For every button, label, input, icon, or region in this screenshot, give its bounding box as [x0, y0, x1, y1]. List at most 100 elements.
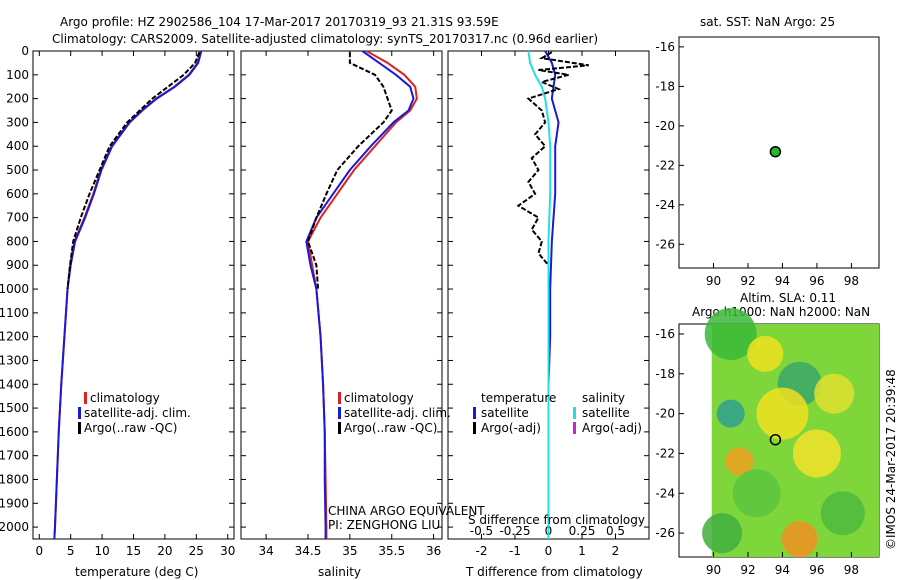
credit-text: ©IMOS 24-Mar-2017 20:39:48 — [884, 369, 898, 550]
series-line — [305, 50, 415, 539]
x-tick-label: 96 — [809, 563, 824, 577]
annotation-institution: CHINA ARGO EQUIVALENT — [328, 504, 485, 518]
y-tick-label: -18 — [655, 79, 675, 93]
legend-label: Argo(..raw -QC) — [344, 421, 437, 435]
temperature-panel — [32, 50, 235, 540]
y-tick-label: 900 — [6, 258, 29, 272]
temperature-xlabel: temperature (deg C) — [75, 565, 198, 579]
legend-swatch-satellite-t — [473, 407, 476, 419]
x-tick-label: 94 — [775, 563, 790, 577]
legend-swatch-satellite-s — [573, 407, 576, 419]
y-tick-label: -16 — [655, 327, 675, 341]
x-tick-label: 92 — [740, 274, 755, 288]
x-tick-label: 98 — [844, 563, 859, 577]
x-tick-label: 92 — [740, 563, 755, 577]
y-tick-label: 1900 — [0, 496, 29, 510]
x-top-tick-label: 0.5 — [606, 524, 625, 538]
sla-blob — [702, 513, 743, 554]
x-tick-label: 90 — [706, 274, 721, 288]
legend-label: satellite-adj. clim. — [84, 406, 191, 420]
x-top-tick-label: 0.25 — [569, 524, 596, 538]
y-tick-label: 700 — [6, 211, 29, 225]
legend-heading-temperature: temperature — [481, 391, 556, 405]
y-tick-label: 1400 — [0, 377, 29, 391]
x-tick-label: 98 — [844, 274, 859, 288]
sla-map-title-line1: Altim. SLA: 0.11 — [740, 291, 836, 305]
salinity-panel — [240, 50, 443, 540]
legend-label: climatology — [90, 391, 160, 405]
x-tick-label: 5 — [67, 544, 75, 558]
y-tick-label: 0 — [21, 44, 29, 58]
x-tick-label: -1 — [509, 544, 521, 558]
legend-swatch-climatology — [338, 392, 341, 404]
sla-blob — [781, 521, 818, 558]
y-tick-label: -26 — [655, 526, 675, 540]
x-tick-label: -2 — [476, 544, 488, 558]
legend-swatch-argo-s — [573, 422, 576, 434]
y-tick-label: 1300 — [0, 353, 29, 367]
difference-xlabel-top: S difference from climatology — [468, 513, 645, 527]
y-tick-label: 1100 — [0, 306, 29, 320]
legend-heading-salinity: salinity — [582, 391, 625, 405]
sla-blob — [732, 469, 781, 518]
y-tick-label: 800 — [6, 234, 29, 248]
y-tick-label: 1200 — [0, 330, 29, 344]
y-tick-label: 1800 — [0, 472, 29, 486]
x-tick-label: 34 — [258, 544, 273, 558]
sla-blob — [756, 387, 809, 440]
x-top-tick-label: -0.25 — [499, 524, 530, 538]
legend-swatch-satellite — [78, 407, 81, 419]
y-tick-label: -20 — [655, 119, 675, 133]
legend-swatch-argo — [338, 422, 341, 434]
legend-label: satellite — [481, 406, 529, 420]
sla-blob — [704, 307, 757, 360]
sla-blob — [820, 491, 865, 536]
legend-swatch-satellite — [338, 407, 341, 419]
y-tick-label: 300 — [6, 115, 29, 129]
temperature-legend: climatology satellite-adj. clim. Argo(..… — [78, 391, 191, 435]
difference-plot: -2 -1 0 1 2-0.5 -0.25 0 0.25 0.5 — [448, 50, 649, 558]
sla-blob — [716, 399, 745, 428]
x-tick-label: 20 — [157, 544, 172, 558]
x-tick-label: 10 — [94, 544, 109, 558]
legend-swatch-argo — [78, 422, 81, 434]
legend-label: Argo(-adj) — [582, 421, 642, 435]
y-tick-label: -18 — [655, 367, 675, 381]
salinity-plot: 34 34.5 35 35.5 36 — [241, 50, 442, 558]
header-title-line1: Argo profile: HZ 2902586_104 17-Mar-2017… — [60, 15, 499, 29]
legend-label: climatology — [344, 391, 414, 405]
difference-legend: temperature satellite Argo(-adj) salinit… — [473, 391, 642, 435]
y-tick-label: -24 — [655, 486, 675, 500]
x-tick-label: 0 — [545, 544, 553, 558]
y-tick-label: -24 — [655, 198, 675, 212]
legend-label: satellite — [582, 406, 630, 420]
series-line — [66, 51, 201, 290]
x-tick-label: 1 — [578, 544, 586, 558]
argo-location-marker — [769, 433, 782, 446]
y-tick-label: -26 — [655, 237, 675, 251]
series-line — [53, 50, 203, 540]
y-tick-label: 1500 — [0, 401, 29, 415]
header-title-line2: Climatology: CARS2009. Satellite-adjuste… — [52, 32, 598, 46]
y-tick-label: 100 — [6, 68, 29, 82]
y-tick-label: 1000 — [0, 282, 29, 296]
legend-label: Argo(..raw -QC) — [84, 421, 177, 435]
sla-blob — [725, 447, 754, 476]
x-tick-label: 15 — [126, 544, 141, 558]
x-tick-label: 34.5 — [295, 544, 322, 558]
y-tick-label: 200 — [6, 92, 29, 106]
sla-blob — [814, 373, 855, 414]
legend-label: Argo(-adj) — [481, 421, 541, 435]
sst-map-title: sat. SST: NaN Argo: 25 — [700, 15, 835, 29]
x-tick-label: 35.5 — [378, 544, 405, 558]
y-tick-label: 2000 — [0, 520, 29, 534]
x-top-tick-label: -0.5 — [470, 524, 493, 538]
x-tick-label: 36 — [426, 544, 441, 558]
y-tick-label: -16 — [655, 40, 675, 54]
x-tick-label: 96 — [809, 274, 824, 288]
x-tick-label: 25 — [189, 544, 204, 558]
y-tick-label: 500 — [6, 163, 29, 177]
series-line — [306, 52, 393, 290]
sla-map: 90 92 94 96 98 -16 -18 -20 -22 -24 -26 — [655, 307, 879, 577]
legend-swatch-climatology — [84, 392, 87, 404]
